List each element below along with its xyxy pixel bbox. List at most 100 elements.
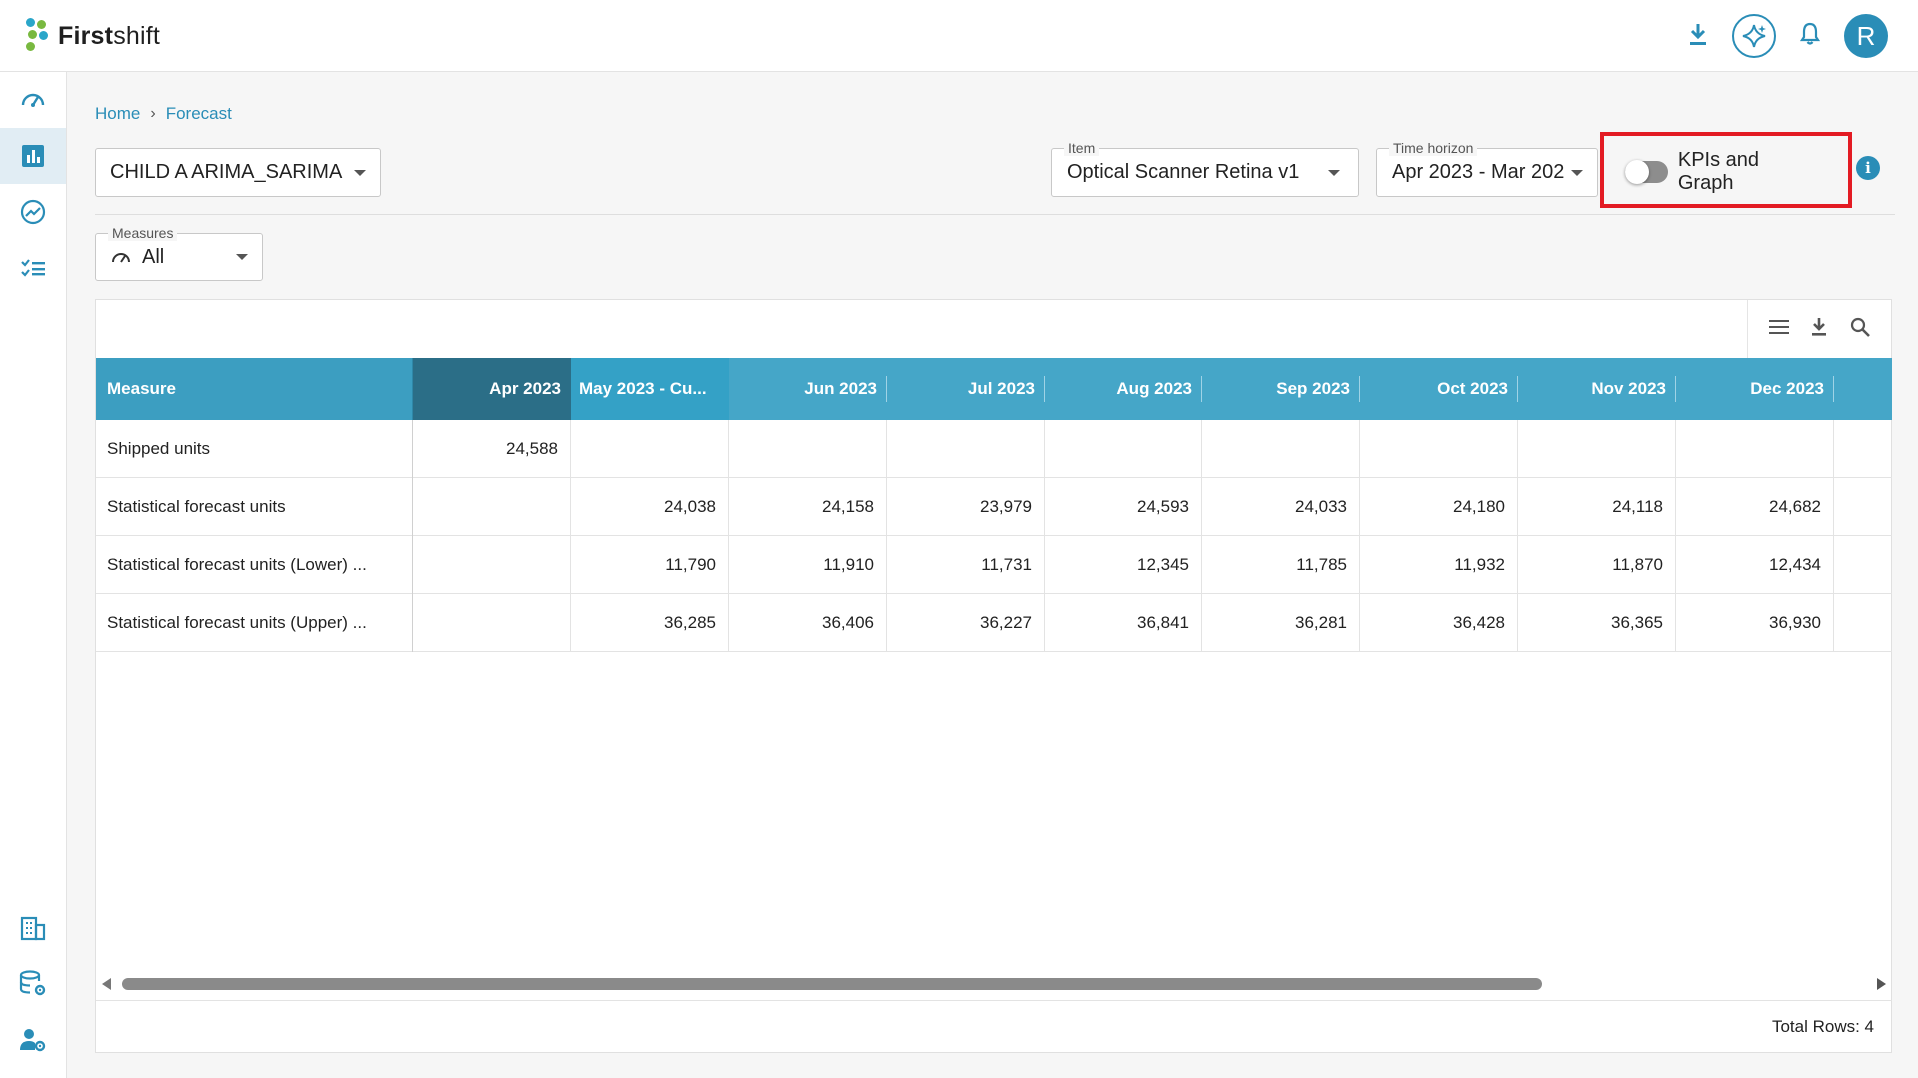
toggle-switch[interactable] — [1625, 160, 1668, 184]
value-cell[interactable]: 12,345 — [1045, 536, 1202, 594]
column-header-dec-2023[interactable]: Dec 2023 — [1676, 358, 1834, 420]
value-cell[interactable]: 36,365 — [1518, 594, 1676, 652]
top-bar: Firstshift R — [0, 0, 1918, 72]
column-header-nov-2023[interactable]: Nov 2023 — [1518, 358, 1676, 420]
value-cell[interactable]: 11,790 — [571, 536, 729, 594]
value-cell[interactable]: 24,038 — [571, 478, 729, 536]
table-row[interactable]: Shipped units 24,588 — [96, 420, 1892, 478]
sidebar-item-organization[interactable] — [0, 900, 66, 956]
value-cell[interactable] — [413, 478, 571, 536]
value-cell[interactable]: 24,158 — [729, 478, 887, 536]
value-cell[interactable] — [1045, 420, 1202, 478]
value-cell[interactable]: 36,930 — [1676, 594, 1834, 652]
value-cell[interactable]: 23,979 — [887, 478, 1045, 536]
value-cell[interactable]: 36,406 — [729, 594, 887, 652]
column-header-overflow — [1834, 358, 1892, 420]
measure-cell[interactable]: Statistical forecast units (Lower) ... — [96, 536, 413, 594]
sidebar-item-user-settings[interactable] — [0, 1012, 66, 1068]
value-cell[interactable] — [413, 536, 571, 594]
item-label: Item — [1064, 140, 1100, 156]
value-cell[interactable] — [571, 420, 729, 478]
breadcrumb-home-link[interactable]: Home — [95, 104, 141, 123]
sidebar — [0, 72, 67, 1078]
columns-menu-icon[interactable] — [1768, 317, 1790, 342]
column-header-sep-2023[interactable]: Sep 2023 — [1202, 358, 1360, 420]
main-content: Home › Forecast CHILD A ARIMA_SARIMA Ite… — [67, 72, 1918, 1078]
grid-toolbar — [1747, 300, 1891, 358]
sidebar-item-tasks[interactable] — [0, 240, 66, 296]
breadcrumb-current[interactable]: Forecast — [165, 104, 232, 123]
column-header-oct-2023[interactable]: Oct 2023 — [1360, 358, 1518, 420]
value-cell[interactable]: 24,682 — [1676, 478, 1834, 536]
value-cell[interactable] — [1676, 420, 1834, 478]
scroll-right-icon[interactable] — [1877, 978, 1886, 990]
column-header-jun-2023[interactable]: Jun 2023 — [729, 358, 887, 420]
overflow-cell[interactable] — [1834, 478, 1892, 536]
value-cell[interactable] — [1202, 420, 1360, 478]
value-cell[interactable]: 36,281 — [1202, 594, 1360, 652]
info-icon[interactable]: i — [1856, 156, 1880, 180]
bell-icon[interactable] — [1798, 21, 1822, 52]
value-cell[interactable]: 24,118 — [1518, 478, 1676, 536]
value-cell[interactable]: 24,033 — [1202, 478, 1360, 536]
measure-cell[interactable]: Statistical forecast units (Upper) ... — [96, 594, 413, 652]
column-header-measure[interactable]: Measure — [96, 358, 413, 420]
value-cell[interactable]: 36,227 — [887, 594, 1045, 652]
value-cell[interactable]: 24,593 — [1045, 478, 1202, 536]
chevron-down-icon — [236, 254, 248, 260]
scrollbar-thumb[interactable] — [122, 978, 1542, 990]
column-header-aug-2023[interactable]: Aug 2023 — [1045, 358, 1202, 420]
value-cell[interactable] — [729, 420, 887, 478]
value-cell[interactable]: 11,932 — [1360, 536, 1518, 594]
overflow-cell[interactable] — [1834, 536, 1892, 594]
value-cell[interactable] — [413, 594, 571, 652]
brand-name: Firstshift — [58, 21, 161, 50]
model-select-value: CHILD A ARIMA_SARIMA — [110, 161, 343, 183]
sidebar-item-forecast[interactable] — [0, 128, 66, 184]
value-cell[interactable]: 11,870 — [1518, 536, 1676, 594]
item-select[interactable]: Item Optical Scanner Retina v1 — [1051, 140, 1359, 197]
export-icon[interactable] — [1809, 316, 1829, 343]
firstshift-logo[interactable]: Firstshift — [26, 18, 160, 54]
value-cell[interactable]: 11,910 — [729, 536, 887, 594]
value-cell[interactable] — [887, 420, 1045, 478]
sidebar-item-trends[interactable] — [0, 184, 66, 240]
measure-cell[interactable]: Shipped units — [96, 420, 413, 478]
value-cell[interactable]: 11,785 — [1202, 536, 1360, 594]
sidebar-item-dashboard[interactable] — [0, 72, 66, 128]
trend-circle-icon — [20, 199, 46, 225]
table-row[interactable]: Statistical forecast units (Upper) ... 36… — [96, 594, 1892, 652]
value-cell[interactable]: 12,434 — [1676, 536, 1834, 594]
horizontal-scrollbar[interactable] — [96, 975, 1892, 993]
value-cell[interactable] — [1518, 420, 1676, 478]
table-row[interactable]: Statistical forecast units (Lower) ... 11… — [96, 536, 1892, 594]
time-horizon-select[interactable]: Time horizon Apr 2023 - Mar 202 — [1376, 140, 1598, 197]
value-cell[interactable]: 24,180 — [1360, 478, 1518, 536]
value-cell[interactable] — [1360, 420, 1518, 478]
sidebar-item-data-settings[interactable] — [0, 956, 66, 1012]
overflow-cell[interactable] — [1834, 420, 1892, 478]
table-row[interactable]: Statistical forecast units 24,038 24,158 23… — [96, 478, 1892, 536]
value-cell[interactable]: 36,428 — [1360, 594, 1518, 652]
value-cell[interactable]: 36,285 — [571, 594, 729, 652]
scroll-left-icon[interactable] — [102, 978, 111, 990]
value-cell[interactable]: 11,731 — [887, 536, 1045, 594]
measure-cell[interactable]: Statistical forecast units — [96, 478, 413, 536]
column-header-jul-2023[interactable]: Jul 2023 — [887, 358, 1045, 420]
user-avatar[interactable]: R — [1844, 14, 1888, 58]
column-header-may-2023[interactable]: May 2023 - Cu... — [571, 358, 729, 420]
search-icon[interactable] — [1849, 316, 1871, 343]
breadcrumb: Home › Forecast — [95, 104, 232, 124]
column-header-apr-2023[interactable]: Apr 2023 — [413, 358, 571, 420]
ai-assistant-button[interactable] — [1732, 14, 1776, 58]
download-icon[interactable] — [1686, 21, 1710, 52]
value-cell[interactable]: 36,841 — [1045, 594, 1202, 652]
grid-body: Shipped units 24,588 Statistical forecast … — [96, 420, 1892, 652]
kpis-graph-toggle[interactable]: KPIs and Graph — [1625, 148, 1805, 196]
grid-header-row: Measure Apr 2023 May 2023 - Cu... Jun 20… — [96, 358, 1892, 420]
measures-select[interactable]: Measures All — [95, 225, 263, 281]
overflow-cell[interactable] — [1834, 594, 1892, 652]
time-horizon-label: Time horizon — [1389, 140, 1478, 156]
value-cell[interactable]: 24,588 — [413, 420, 571, 478]
model-select[interactable]: CHILD A ARIMA_SARIMA — [95, 148, 381, 197]
